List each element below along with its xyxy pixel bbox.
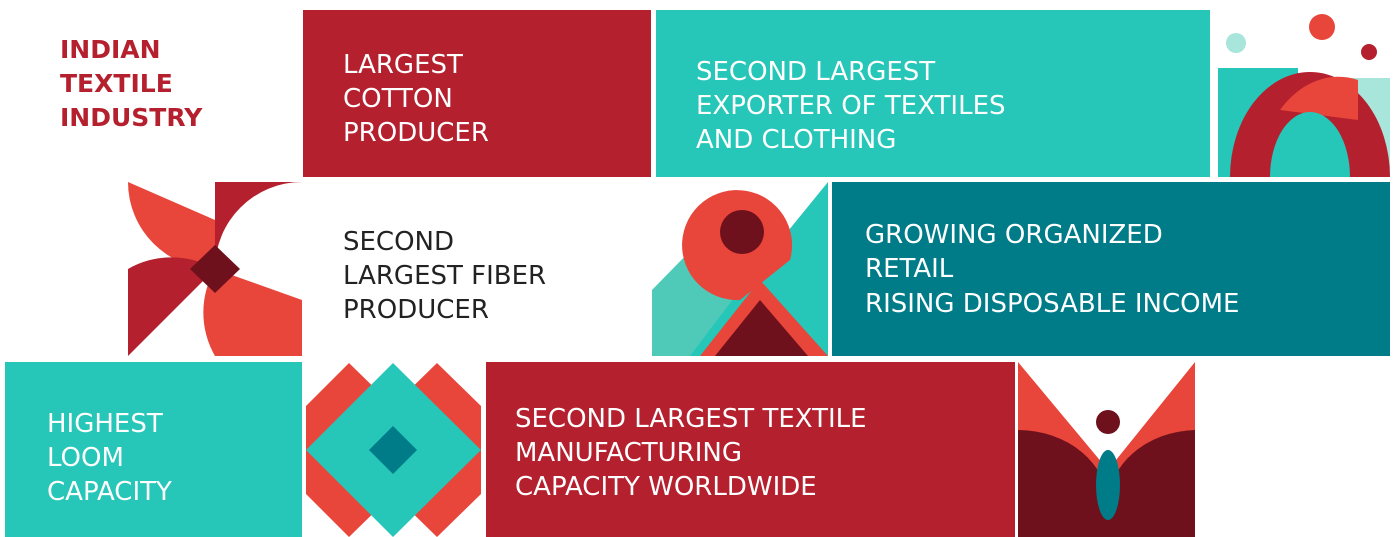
title-line: INDIAN [60, 35, 161, 64]
tile-text: LARGEST [343, 50, 463, 80]
tile-text: RISING DISPOSABLE INCOME [865, 289, 1240, 319]
graphic-diamonds [306, 363, 481, 537]
tile-text: MANUFACTURING [515, 438, 742, 468]
graphic-arch [1218, 14, 1390, 177]
graphic-mountain [652, 182, 828, 356]
title: INDIAN TEXTILE INDUSTRY [60, 35, 203, 132]
infographic: INDIAN TEXTILE INDUSTRY LARGEST COTTON P… [0, 0, 1395, 537]
tile-text: PRODUCER [343, 118, 489, 148]
tile-text: LOOM [47, 443, 124, 473]
tile-text: HIGHEST [47, 409, 163, 439]
tile-text: SECOND [343, 227, 454, 257]
tile-text: CAPACITY [47, 477, 172, 507]
graphic-flower [128, 182, 302, 356]
tile-text: COTTON [343, 84, 453, 114]
title-line: INDUSTRY [60, 103, 203, 132]
tile-text: RETAIL [865, 254, 954, 284]
title-line: TEXTILE [60, 69, 173, 98]
tile-text: GROWING ORGANIZED [865, 220, 1163, 250]
tile-text: CAPACITY WORLDWIDE [515, 472, 817, 502]
tile-text: EXPORTER OF TEXTILES [696, 91, 1006, 121]
tile-text: SECOND LARGEST [696, 57, 935, 87]
tile-text: PRODUCER [343, 295, 489, 325]
tile-text: SECOND LARGEST TEXTILE [515, 404, 867, 434]
tile-text: LARGEST FIBER [343, 261, 546, 291]
graphic-butterfly [1018, 362, 1195, 537]
tile-text: AND CLOTHING [696, 125, 896, 155]
